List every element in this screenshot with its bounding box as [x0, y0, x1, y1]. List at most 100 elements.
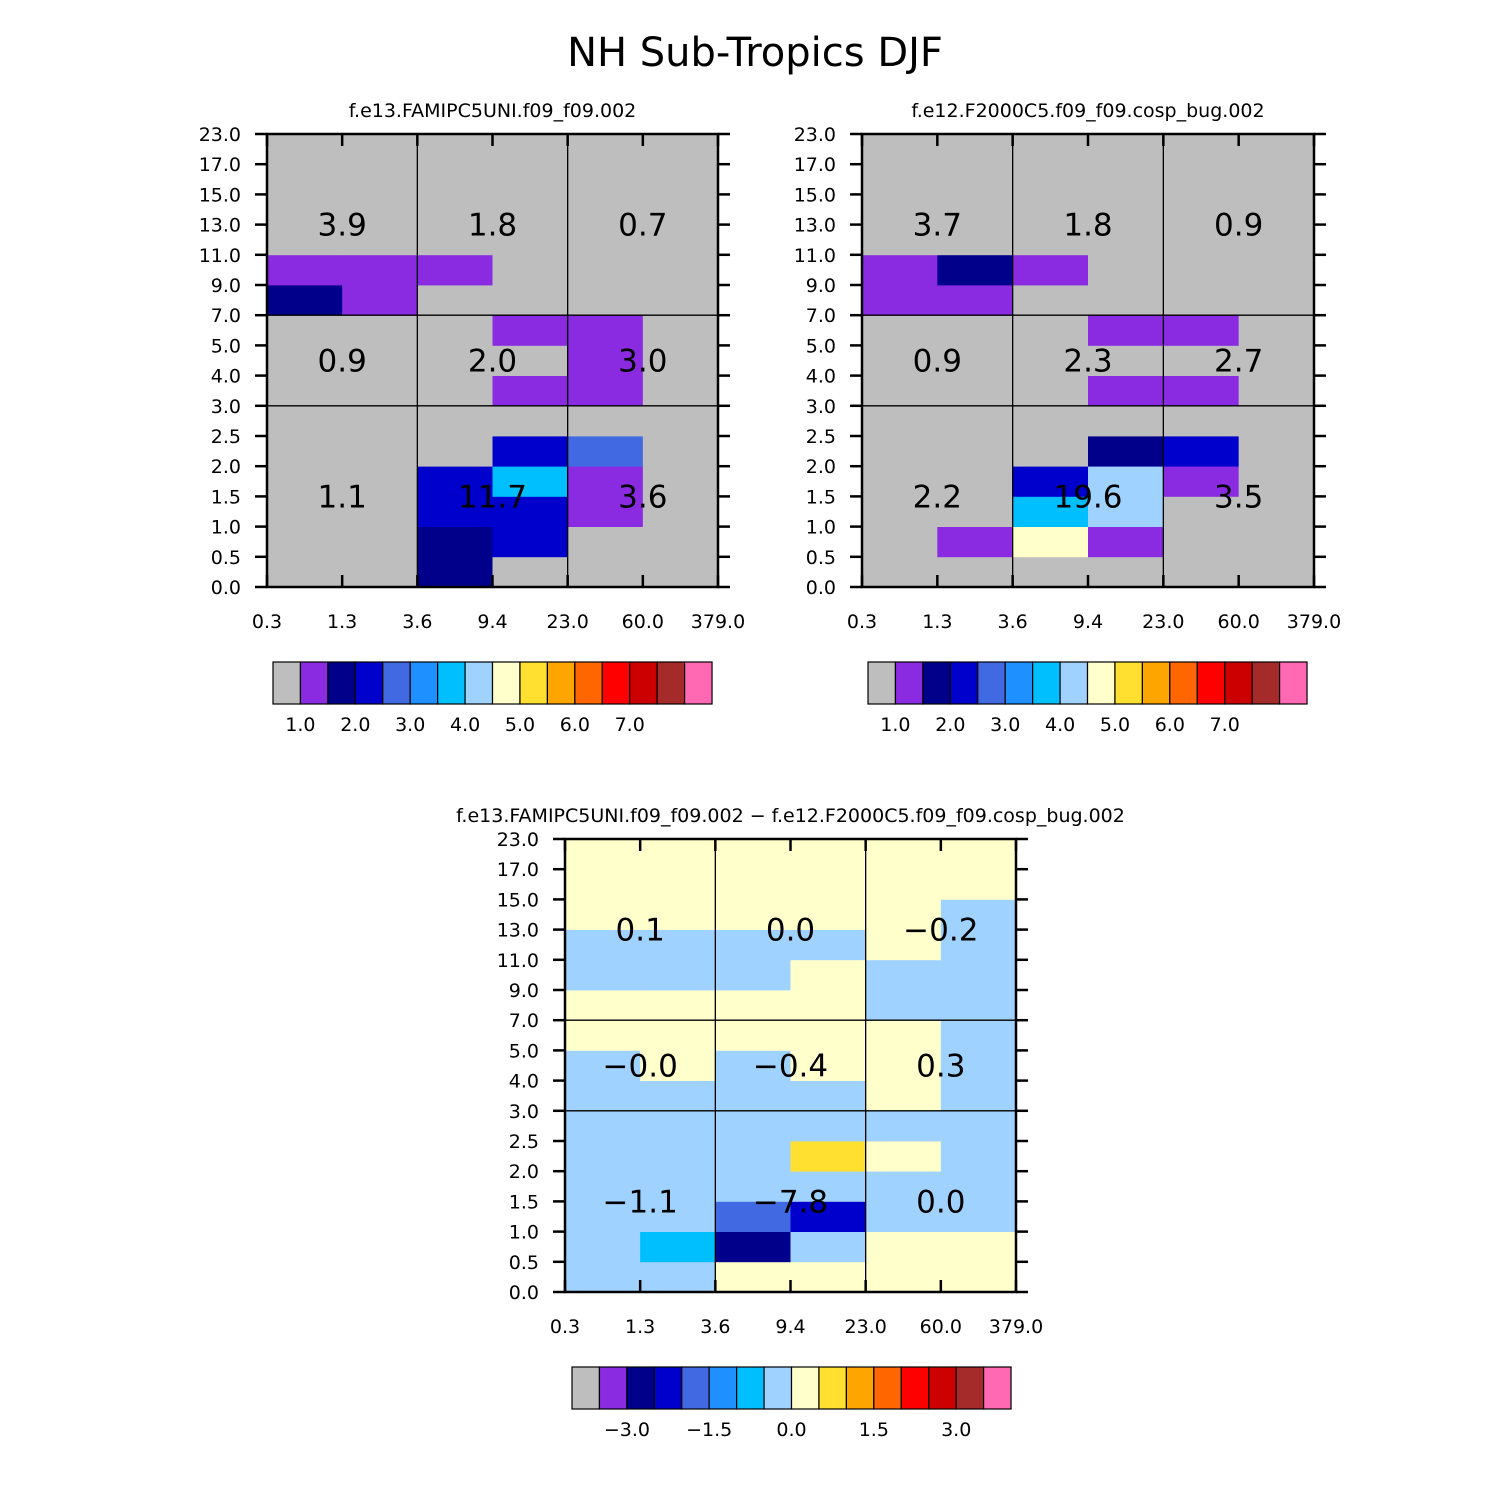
heatmap-cell	[342, 436, 418, 467]
colorbar-label: 4.0	[1045, 714, 1075, 736]
y-tick-label: 15.0	[199, 184, 241, 206]
heatmap-cell	[642, 496, 719, 527]
y-tick-label: 2.0	[211, 456, 241, 478]
heatmap-cell	[565, 869, 641, 900]
heatmap-cell	[567, 496, 644, 527]
heatmap-cell	[417, 164, 493, 195]
figure-title: NH Sub-Tropics DJF	[567, 30, 943, 76]
heatmap-cell	[640, 899, 716, 930]
colorbar-swatch	[626, 1366, 655, 1410]
heatmap-cell	[567, 345, 644, 376]
block-value: −0.4	[753, 1049, 828, 1085]
heatmap-cell	[1088, 496, 1164, 527]
heatmap-cell	[940, 990, 1017, 1021]
block-value: 1.8	[468, 208, 517, 244]
y-tick-label: 23.0	[199, 124, 241, 146]
x-tick-label: 60.0	[920, 1316, 962, 1338]
heatmap-cell	[342, 224, 418, 256]
block-value: −0.2	[903, 913, 978, 949]
heatmap-cell	[342, 405, 418, 437]
y-tick-label: 23.0	[497, 829, 539, 851]
colorbar-swatch	[409, 661, 439, 705]
heatmap-cell	[267, 285, 343, 316]
x-tick-label: 23.0	[1142, 611, 1184, 633]
heatmap-cell	[940, 1201, 1017, 1232]
heatmap-cell	[715, 869, 791, 900]
heatmap-cell	[1238, 466, 1315, 497]
x-tick-label: 379.0	[691, 611, 745, 633]
y-tick-label: 2.5	[509, 1131, 539, 1153]
heatmap-cell	[342, 556, 418, 588]
colorbar-swatch	[900, 1366, 930, 1410]
heatmap-cell	[640, 990, 716, 1021]
heatmap-cell	[640, 1231, 716, 1263]
heatmap-cell	[640, 1020, 716, 1051]
heatmap-cell	[342, 345, 418, 376]
y-tick-label: 7.0	[806, 305, 836, 327]
heatmap-cell	[937, 254, 1014, 286]
colorbar: 1.0 2.0 3.0 4.0 5.0 6.0 7.0	[867, 661, 1308, 736]
x-tick-label: 379.0	[989, 1316, 1043, 1338]
heatmap-cell	[417, 466, 493, 497]
heatmap-cell	[417, 194, 493, 225]
heatmap-cell	[790, 1080, 867, 1112]
heatmap-cell	[1088, 224, 1164, 256]
heatmap-cell	[862, 194, 938, 225]
block-value: 19.6	[1053, 479, 1122, 515]
heatmap-cell	[1088, 285, 1164, 316]
heatmap-cell	[267, 134, 343, 165]
heatmap-cell	[937, 466, 1014, 497]
heatmap-cell	[790, 990, 867, 1021]
heatmap-cell	[1088, 436, 1164, 467]
y-tick-label: 7.0	[211, 305, 241, 327]
heatmap-cell	[715, 1080, 791, 1112]
heatmap-cell	[1238, 194, 1315, 225]
heatmap-cell	[865, 1171, 942, 1202]
heatmap-cell	[865, 839, 942, 870]
y-tick-label: 7.0	[509, 1010, 539, 1032]
heatmap-cell	[267, 466, 343, 497]
y-tick-label: 5.0	[509, 1040, 539, 1062]
heatmap-cell	[1163, 556, 1240, 588]
heatmap-cell	[565, 1261, 641, 1293]
heatmap-cell	[940, 1110, 1017, 1142]
block-value: 0.7	[618, 208, 667, 244]
heatmap-cell	[565, 959, 641, 991]
heatmap-cell	[862, 285, 938, 316]
heatmap-cell	[567, 405, 644, 437]
heatmap-cell	[1012, 405, 1089, 437]
heatmap-cell	[642, 436, 719, 467]
heatmap-cell	[862, 375, 938, 407]
heatmap-cell	[862, 405, 938, 437]
colorbar-swatch	[519, 661, 549, 705]
heatmap-cell	[1088, 254, 1164, 286]
colorbar-swatch	[1004, 661, 1034, 705]
heatmap-cell	[1163, 194, 1240, 225]
heatmap-cell	[1088, 345, 1164, 376]
colorbar-swatch	[818, 1366, 848, 1410]
heatmap-cell	[937, 436, 1014, 467]
heatmap-cell	[267, 224, 343, 256]
heatmap-cell	[1012, 254, 1089, 286]
heatmap-cell	[267, 375, 343, 407]
heatmap-cell	[642, 466, 719, 497]
heatmap-cell	[492, 556, 569, 588]
heatmap-cell	[715, 1231, 791, 1263]
heatmap-cell	[640, 959, 716, 991]
colorbar-swatch	[1059, 661, 1089, 705]
y-tick-label: 0.5	[211, 547, 241, 569]
heatmap-cell	[417, 375, 493, 407]
colorbar-swatch	[382, 661, 411, 705]
heatmap-cell	[642, 315, 719, 346]
heatmap-cell	[417, 285, 493, 316]
heatmap-cell	[267, 254, 343, 286]
heatmap-cell	[567, 254, 644, 286]
heatmap-cell	[640, 1110, 716, 1142]
heatmap-cell	[492, 315, 569, 346]
heatmap-cell	[642, 224, 719, 256]
heatmap-cell	[642, 194, 719, 225]
x-tick-label: 3.6	[700, 1316, 730, 1338]
x-tick-label: 3.6	[402, 611, 432, 633]
x-tick-label: 60.0	[622, 611, 664, 633]
colorbar-swatch	[1169, 661, 1198, 705]
